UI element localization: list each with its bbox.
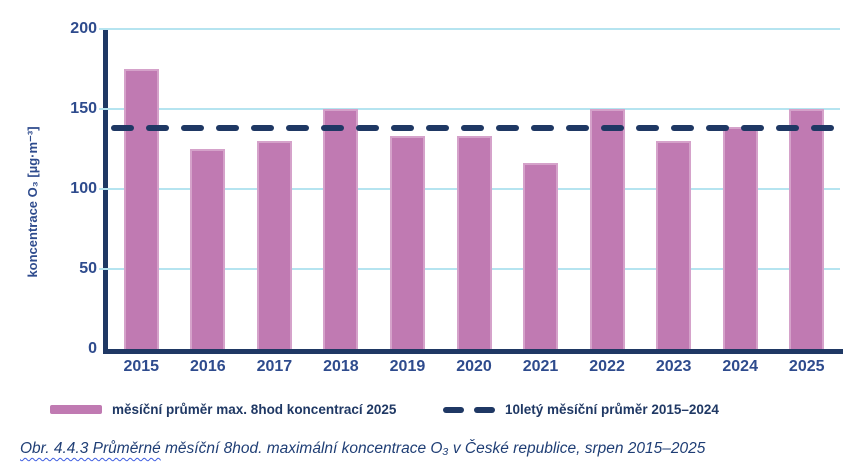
- gridline-150: [108, 108, 840, 110]
- legend-item-monthly-bars: měsíční průměr max. 8hod koncentrací 202…: [50, 402, 396, 417]
- bar-2023: [656, 141, 692, 349]
- x-tick-label-2015: 2015: [123, 358, 160, 375]
- caption-rest-text: měsíční 8hod. maximální koncentrace O₃ v…: [160, 440, 706, 457]
- x-tick-label-2018: 2018: [323, 358, 359, 375]
- bar-2020: [456, 136, 492, 349]
- bar-2018: [323, 109, 359, 349]
- bar-2022: [589, 109, 625, 349]
- y-tick-label-100: 100: [70, 180, 97, 197]
- caption-squiggle-text: Obr. 4.4.3 Průměrné: [20, 440, 161, 457]
- x-tick-label-2021: 2021: [522, 358, 559, 375]
- legend-item-10yr-average: 10letý měsíční průměr 2015–2024: [443, 402, 719, 417]
- legend-label-average: 10letý měsíční průměr 2015–2024: [505, 402, 719, 417]
- bar-2025: [789, 109, 825, 349]
- y-axis-title: koncentrace O₃ [µg·m⁻³]: [25, 126, 40, 278]
- x-tick-label-2020: 2020: [456, 358, 492, 375]
- bar-2024: [722, 126, 758, 349]
- figure-caption: Obr. 4.4.3 Průměrné měsíční 8hod. maximá…: [20, 440, 705, 458]
- y-tick-label-150: 150: [70, 100, 97, 117]
- y-axis-line: [103, 29, 108, 354]
- bar-series-swatch: [50, 405, 102, 414]
- x-tick-label-2025: 2025: [788, 358, 825, 375]
- x-tick-label-2017: 2017: [256, 358, 293, 375]
- bar-2016: [190, 149, 226, 349]
- average-dashed-line: [111, 125, 840, 132]
- y-tick-label-50: 50: [79, 260, 97, 277]
- tick-mark-100: [99, 188, 108, 190]
- x-axis-line: [103, 349, 843, 354]
- dashed-line-swatch: [443, 406, 495, 413]
- bar-2021: [523, 163, 559, 349]
- tick-mark-200: [99, 28, 108, 30]
- bar-2019: [389, 136, 425, 349]
- tick-mark-50: [99, 268, 108, 270]
- x-tick-label-2024: 2024: [722, 358, 758, 375]
- bar-2017: [256, 141, 292, 349]
- y-tick-label-0: 0: [88, 340, 97, 357]
- legend-label-monthly: měsíční průměr max. 8hod koncentrací 202…: [112, 402, 397, 417]
- tick-mark-150: [99, 108, 108, 110]
- x-tick-label-2016: 2016: [190, 358, 226, 375]
- bar-2015: [123, 69, 159, 349]
- plot-area: [99, 28, 843, 354]
- gridline-200: [108, 28, 840, 30]
- x-tick-label-2022: 2022: [589, 358, 625, 375]
- x-tick-label-2019: 2019: [389, 358, 426, 375]
- y-tick-label-200: 200: [70, 20, 97, 37]
- x-tick-label-2023: 2023: [655, 358, 692, 375]
